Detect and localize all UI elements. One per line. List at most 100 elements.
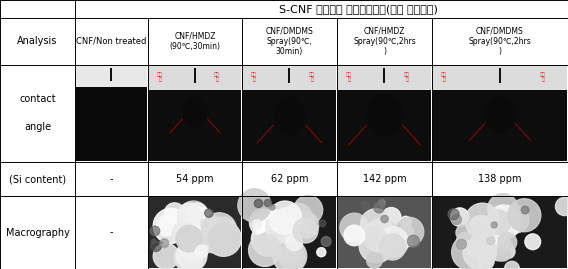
Circle shape [450,208,469,226]
Circle shape [270,219,284,233]
Circle shape [344,225,365,246]
Circle shape [482,234,503,256]
Bar [76,87,147,161]
Circle shape [252,222,285,256]
Text: 결과
값: 결과 값 [404,72,410,82]
Circle shape [249,234,281,266]
Circle shape [188,228,211,251]
Text: S-CNF 유기실란 표면개질조건(실란 분무공정): S-CNF 유기실란 표면개질조건(실란 분무공정) [278,4,437,14]
Bar [194,68,196,83]
Circle shape [487,205,521,239]
Text: 결과
값: 결과 값 [309,72,315,82]
Circle shape [407,235,419,247]
Circle shape [468,230,490,252]
Circle shape [279,239,303,261]
Bar [243,90,336,161]
Circle shape [302,224,310,233]
Bar [433,90,567,161]
Circle shape [466,225,502,260]
Circle shape [456,225,472,241]
Circle shape [278,210,298,230]
Circle shape [178,203,202,228]
Circle shape [266,212,297,243]
Circle shape [294,196,323,225]
Circle shape [487,236,495,245]
Ellipse shape [273,96,306,136]
Circle shape [176,225,202,252]
Circle shape [508,199,541,232]
Circle shape [202,213,237,248]
Ellipse shape [182,97,207,128]
Circle shape [210,217,236,244]
Ellipse shape [485,96,515,134]
Circle shape [186,203,207,224]
Circle shape [400,216,411,227]
Text: CNF/HMDZ
Spray(90℃,2hrs
): CNF/HMDZ Spray(90℃,2hrs ) [353,27,416,56]
Circle shape [478,254,494,269]
Circle shape [200,220,208,228]
Circle shape [457,232,474,250]
Text: 실험
값: 실험 값 [441,72,447,82]
Circle shape [174,225,189,240]
Circle shape [262,221,296,254]
Circle shape [359,228,394,263]
Circle shape [160,239,169,247]
Circle shape [489,226,507,244]
Circle shape [400,233,414,247]
Circle shape [498,233,517,252]
Bar [383,68,385,83]
Circle shape [178,201,209,233]
Circle shape [381,215,390,224]
Circle shape [361,201,370,210]
Text: 142 ppm: 142 ppm [363,174,406,184]
Circle shape [395,217,424,246]
Circle shape [180,236,197,253]
Bar [433,197,567,268]
Circle shape [468,215,494,242]
Circle shape [472,236,496,260]
Circle shape [157,215,177,236]
Circle shape [467,237,488,258]
Bar [288,68,290,83]
Bar [110,68,112,81]
Circle shape [556,197,568,215]
Circle shape [278,236,292,251]
Circle shape [208,223,240,254]
Circle shape [340,213,369,242]
Text: CNF/DMDMS
Spray(90℃,2hrs
): CNF/DMDMS Spray(90℃,2hrs ) [469,27,532,56]
Bar [499,68,501,83]
Circle shape [361,209,391,239]
Circle shape [293,218,318,243]
Circle shape [198,223,228,253]
Bar [243,66,336,90]
Circle shape [466,224,491,249]
Circle shape [150,226,160,236]
Text: 138 ppm: 138 ppm [478,174,522,184]
Circle shape [197,224,212,238]
Circle shape [360,225,374,239]
Circle shape [502,206,529,233]
Circle shape [491,222,497,228]
Circle shape [457,239,466,249]
Text: -: - [110,174,113,184]
Circle shape [179,238,200,258]
Circle shape [192,224,202,234]
Bar [243,197,336,268]
Circle shape [452,235,487,269]
Circle shape [486,222,501,237]
Circle shape [269,201,302,234]
Circle shape [203,228,216,241]
Bar [338,197,431,268]
Circle shape [488,225,507,244]
Circle shape [321,236,331,246]
Circle shape [489,215,510,236]
Circle shape [273,239,307,269]
Text: CNF/DMDMS
Spray(90℃,
30min): CNF/DMDMS Spray(90℃, 30min) [266,27,314,56]
Circle shape [317,248,326,257]
Circle shape [366,253,382,268]
Circle shape [164,203,185,224]
Bar [149,197,241,268]
Bar [149,66,241,90]
Text: 54 ppm: 54 ppm [176,174,214,184]
Circle shape [153,208,188,243]
